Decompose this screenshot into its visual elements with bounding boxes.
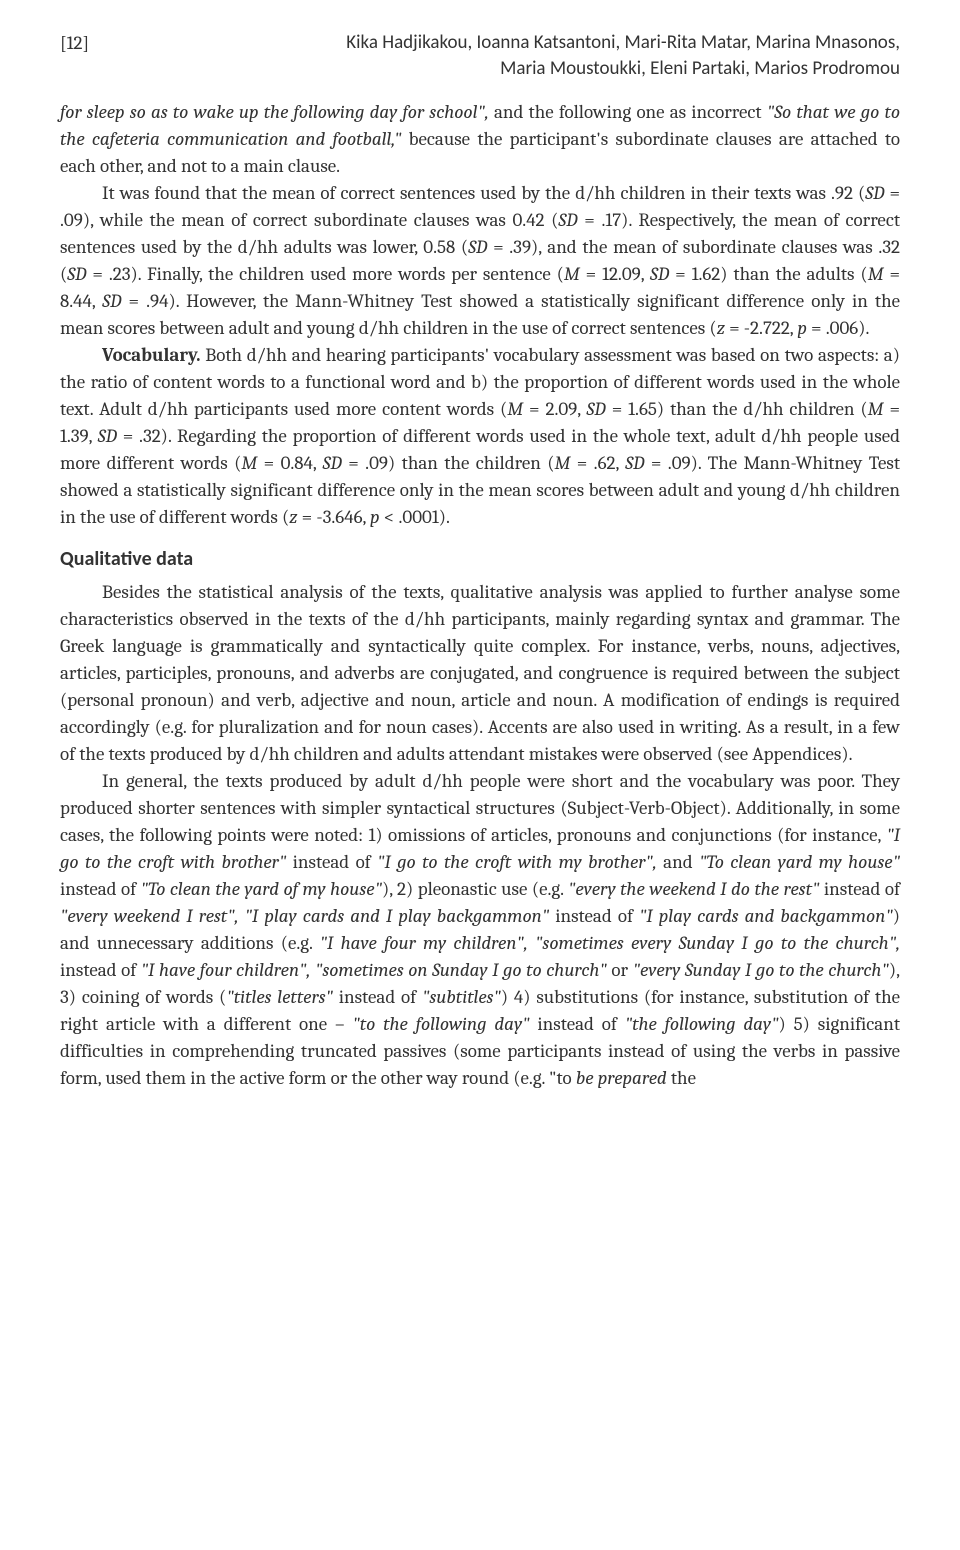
body-text: = .62, [570, 452, 625, 474]
paragraph-5: In general, the texts produced by adult … [60, 768, 900, 1092]
body-text: Besides the statistical analysis of the … [60, 581, 900, 765]
body-text: In general, the texts produced by adult … [60, 770, 900, 846]
stat-symbol: p [797, 317, 807, 339]
quote-text: for sleep so as to wake up the following… [60, 101, 494, 123]
quote-text: "the following day" [625, 1013, 779, 1035]
body-text: the [671, 1067, 696, 1089]
stat-symbol: M [241, 452, 257, 474]
body-text: = 1.62) than the adults ( [669, 263, 867, 285]
stat-symbol: SD [865, 182, 884, 204]
stat-symbol: M [554, 452, 570, 474]
quote-text: "I have four children", "sometimes on Su… [141, 959, 612, 981]
stat-symbol: SD [558, 209, 577, 231]
paragraph-1: for sleep so as to wake up the following… [60, 99, 900, 180]
quote-text: "I play cards and backgammon" [639, 905, 893, 927]
body-text: or [611, 959, 632, 981]
quote-text: be prepared [576, 1067, 671, 1089]
stat-symbol: p [370, 506, 380, 528]
quote-text: "every weekend I rest", "I play cards an… [60, 905, 555, 927]
body-text: = -2.722, [725, 317, 797, 339]
quote-text: "every Sunday I go to the church" [633, 959, 889, 981]
quote-text: "every the weekend I do the rest" [568, 878, 824, 900]
body-text: instead of [339, 986, 422, 1008]
authors-line-2: Maria Moustoukki, Eleni Partaki, Marios … [110, 56, 900, 82]
body-text: = .23). Finally, the children used more … [87, 263, 564, 285]
stat-symbol: SD [323, 452, 342, 474]
page-header: [12] Kika Hadjikakou, Ioanna Katsantoni,… [60, 30, 900, 81]
body-text: = .09) than the children ( [342, 452, 555, 474]
quote-text: "To clean yard my house" [699, 851, 900, 873]
quote-text: "I go to the croft with my brother", [377, 851, 663, 873]
paragraph-2: It was found that the mean of correct se… [60, 180, 900, 342]
body-text: = 0.84, [257, 452, 322, 474]
stat-symbol: M [564, 263, 580, 285]
stat-symbol: SD [625, 452, 644, 474]
authors-line-1: Kika Hadjikakou, Ioanna Katsantoni, Mari… [110, 30, 900, 56]
stat-symbol: SD [67, 263, 86, 285]
stat-symbol: SD [98, 425, 117, 447]
body-text: = .006). [807, 317, 870, 339]
body-text: = 12.09, [580, 263, 650, 285]
author-list: Kika Hadjikakou, Ioanna Katsantoni, Mari… [110, 30, 900, 81]
stat-symbol: M [868, 398, 884, 420]
body-text: instead of [555, 905, 639, 927]
body-text: = 2.09, [523, 398, 586, 420]
section-label: Vocabulary. [102, 344, 205, 366]
paragraph-4: Besides the statistical analysis of the … [60, 579, 900, 768]
quote-text: "titles letters" [226, 986, 338, 1008]
stat-symbol: M [868, 263, 884, 285]
body-text: and [663, 851, 699, 873]
stat-symbol: z [289, 506, 297, 528]
body-text: instead of [293, 851, 377, 873]
stat-symbol: M [507, 398, 523, 420]
body-text: < .0001). [380, 506, 450, 528]
body-text: = -3.646, [298, 506, 371, 528]
quote-text: "to the following day" [352, 1013, 537, 1035]
quote-text: "To clean the yard of my house" [141, 878, 382, 900]
body-text: instead of [537, 1013, 624, 1035]
body-text: and the following one as incorrect [494, 101, 767, 123]
stat-symbol: SD [587, 398, 606, 420]
body-text: ), 2) pleonastic use (e.g. [382, 878, 568, 900]
page-number: [12] [60, 30, 110, 57]
subheading-qualitative: Qualitative data [60, 545, 900, 573]
stat-symbol: SD [102, 290, 121, 312]
body-text: instead of [60, 959, 141, 981]
body-text: instead of [60, 878, 141, 900]
stat-symbol: SD [650, 263, 669, 285]
paragraph-3: Vocabulary. Both d/hh and hearing partic… [60, 342, 900, 531]
body-text: It was found that the mean of correct se… [102, 182, 865, 204]
body-text: = 1.65) than the d/hh children ( [606, 398, 868, 420]
body-text: instead of [824, 878, 900, 900]
stat-symbol: SD [468, 236, 487, 258]
quote-text: "I have four my children", "sometimes ev… [320, 932, 900, 954]
quote-text: "subtitles" [422, 986, 501, 1008]
stat-symbol: z [717, 317, 725, 339]
